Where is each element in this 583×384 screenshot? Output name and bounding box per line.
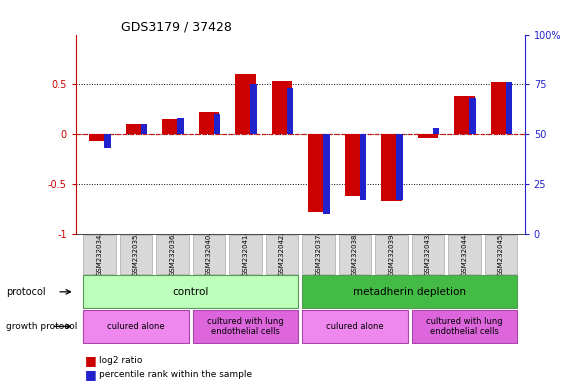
Bar	[89, 134, 110, 141]
Bar	[323, 134, 330, 214]
Text: GSM232045: GSM232045	[498, 233, 504, 276]
Text: GSM232044: GSM232044	[462, 233, 468, 276]
FancyBboxPatch shape	[339, 235, 371, 274]
Bar	[418, 134, 438, 138]
Bar	[236, 74, 255, 134]
Text: GSM232038: GSM232038	[352, 233, 358, 276]
Bar	[469, 98, 476, 134]
Bar	[141, 124, 147, 134]
FancyBboxPatch shape	[192, 310, 298, 343]
Text: percentile rank within the sample: percentile rank within the sample	[99, 370, 252, 379]
Bar	[360, 134, 366, 200]
Text: growth protocol: growth protocol	[6, 322, 77, 331]
FancyBboxPatch shape	[448, 235, 481, 274]
Text: GSM232041: GSM232041	[243, 233, 248, 276]
Text: protocol: protocol	[6, 287, 45, 297]
FancyBboxPatch shape	[375, 235, 408, 274]
FancyBboxPatch shape	[192, 235, 226, 274]
FancyBboxPatch shape	[412, 235, 444, 274]
Bar	[199, 113, 219, 134]
Text: GDS3179 / 37428: GDS3179 / 37428	[121, 20, 231, 33]
Bar	[433, 128, 440, 134]
FancyBboxPatch shape	[484, 235, 517, 274]
FancyBboxPatch shape	[120, 235, 152, 274]
FancyBboxPatch shape	[83, 310, 189, 343]
Bar	[177, 118, 184, 134]
Text: GSM232039: GSM232039	[388, 233, 395, 276]
Text: GSM232035: GSM232035	[133, 233, 139, 276]
FancyBboxPatch shape	[156, 235, 189, 274]
Text: GSM232037: GSM232037	[315, 233, 321, 276]
Bar	[272, 81, 292, 134]
FancyBboxPatch shape	[302, 310, 408, 343]
Text: GSM232036: GSM232036	[170, 233, 175, 276]
Text: ■: ■	[85, 368, 96, 381]
Bar	[126, 124, 146, 134]
Bar	[308, 134, 329, 212]
FancyBboxPatch shape	[83, 235, 116, 274]
Bar	[214, 114, 220, 134]
Bar	[250, 84, 257, 134]
Bar	[163, 119, 182, 134]
Text: cultured with lung
endothelial cells: cultured with lung endothelial cells	[426, 317, 503, 336]
Text: GSM232042: GSM232042	[279, 233, 285, 276]
Text: log2 ratio: log2 ratio	[99, 356, 142, 366]
Bar	[491, 83, 511, 134]
FancyBboxPatch shape	[302, 275, 517, 308]
Text: ■: ■	[85, 354, 96, 367]
Bar	[104, 134, 111, 148]
Bar	[345, 134, 365, 196]
Text: control: control	[173, 287, 209, 297]
Bar	[505, 83, 512, 134]
Text: cultured with lung
endothelial cells: cultured with lung endothelial cells	[207, 317, 284, 336]
FancyBboxPatch shape	[229, 235, 262, 274]
Bar	[454, 96, 475, 134]
Bar	[396, 134, 403, 200]
FancyBboxPatch shape	[302, 235, 335, 274]
Text: GSM232043: GSM232043	[425, 233, 431, 276]
FancyBboxPatch shape	[266, 235, 298, 274]
Text: GSM232040: GSM232040	[206, 233, 212, 276]
FancyBboxPatch shape	[412, 310, 517, 343]
Bar	[381, 134, 402, 201]
Bar	[287, 88, 293, 134]
Text: GSM232034: GSM232034	[97, 233, 103, 276]
Text: culured alone: culured alone	[107, 322, 165, 331]
Text: metadherin depletion: metadherin depletion	[353, 287, 466, 297]
FancyBboxPatch shape	[83, 275, 298, 308]
Text: culured alone: culured alone	[326, 322, 384, 331]
